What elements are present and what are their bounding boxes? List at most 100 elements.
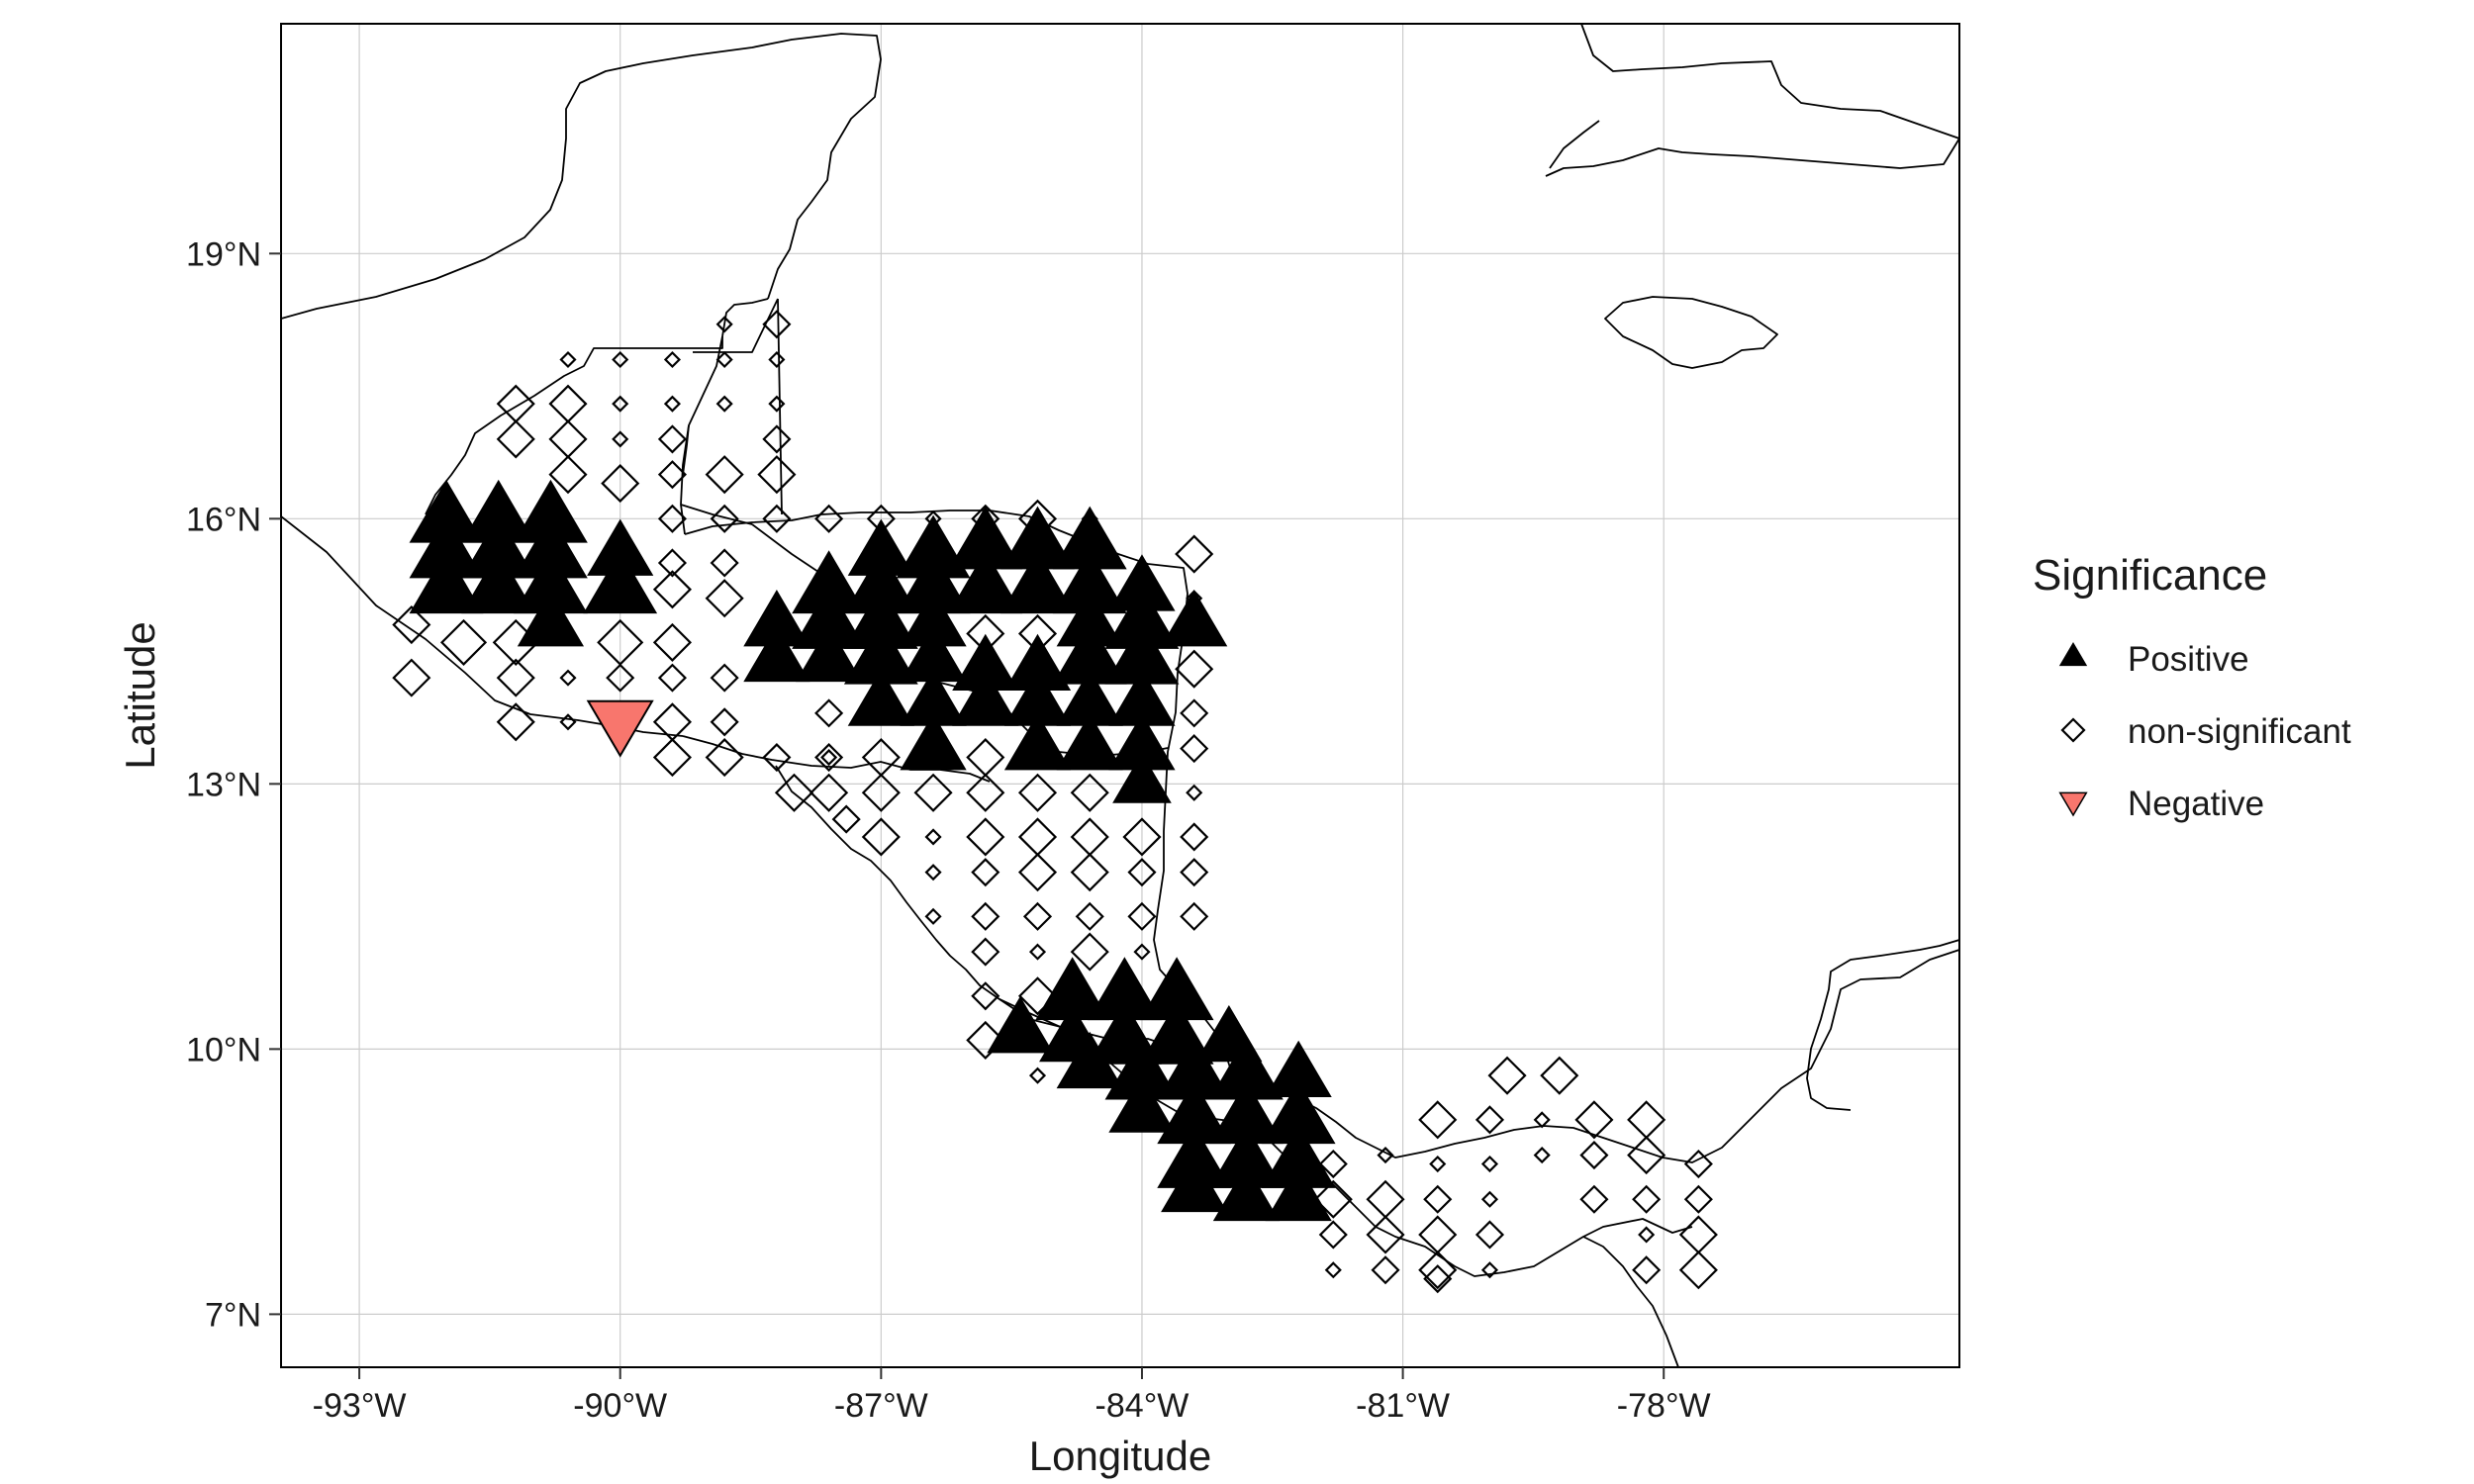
nonsignificant-marker [809, 773, 849, 812]
nonsignificant-marker [768, 395, 786, 413]
y-tick-label: 7°N [205, 1296, 261, 1334]
legend-title: Significance [2033, 551, 2267, 600]
nonsignificant-marker [559, 350, 577, 369]
grid-lines [281, 24, 1959, 1367]
nonsignificant-marker [1638, 1226, 1656, 1244]
nonsignificant-marker [757, 455, 797, 495]
nonsignificant-marker [1017, 773, 1058, 812]
nonsignificant-marker [496, 419, 535, 459]
nonsignificant-marker [663, 395, 681, 413]
nonsignificant-marker [710, 707, 739, 737]
positive-marker [517, 590, 585, 647]
legend-key-nonsignificant [2060, 717, 2086, 743]
nonsignificant-marker [1127, 901, 1157, 931]
nonsignificant-marker [762, 310, 792, 339]
nonsignificant-marker [1180, 698, 1209, 728]
nonsignificant-marker [606, 663, 635, 693]
positive-marker [1212, 1163, 1281, 1222]
x-axis: -93°W -90°W -87°W -84°W -81°W -78°W [313, 1367, 1711, 1425]
nonsignificant-marker [1028, 943, 1047, 961]
nonsignificant-marker [1418, 1100, 1458, 1140]
nonsignificant-marker [612, 350, 629, 369]
nonsignificant-marker [1678, 1251, 1718, 1290]
positive-marker [952, 669, 1019, 726]
nonsignificant-marker [1180, 734, 1209, 764]
legend-label-negative: Negative [2128, 785, 2264, 823]
nonsignificant-marker [971, 858, 1000, 887]
nonsignificant-marker [774, 773, 814, 812]
x-tick-label: -90°W [573, 1387, 667, 1425]
nonsignificant-marker [710, 504, 739, 533]
nonsignificant-marker [861, 817, 901, 857]
nonsignificant-marker [1683, 1149, 1713, 1179]
positive-marker [987, 996, 1054, 1054]
nonsignificant-marker [1377, 1147, 1394, 1164]
nonsignificant-marker [1540, 1056, 1579, 1095]
nonsignificant-marker [439, 618, 488, 666]
nonsignificant-marker [657, 460, 687, 490]
nonsignificant-marker [559, 669, 577, 687]
x-tick-label: -81°W [1356, 1387, 1450, 1425]
nonsignificant-marker [1480, 1261, 1499, 1279]
y-axis-title: Latitude [117, 621, 163, 769]
nonsignificant-marker [496, 702, 535, 742]
positive-marker [796, 624, 863, 683]
nonsignificant-marker [1632, 1255, 1662, 1285]
nonsignificant-marker [1017, 853, 1058, 892]
nonsignificant-marker [1475, 1220, 1505, 1250]
pacific-guatemala-coast [682, 735, 991, 783]
nonsignificant-marker [971, 937, 1000, 967]
positive-marker [1056, 1031, 1123, 1089]
y-tick-label: 16°N [186, 501, 261, 538]
nonsignificant-marker [1022, 901, 1053, 931]
nonsignificant-marker [924, 864, 942, 881]
jamaica-coast [1604, 296, 1778, 369]
nonsignificant-marker [612, 395, 629, 413]
nonsignificant-marker [966, 1020, 1005, 1060]
positive-marker [1265, 1163, 1332, 1222]
nonsignificant-marker [1579, 1141, 1609, 1170]
nonsignificant-marker [971, 901, 1000, 931]
nonsignificant-marker [1075, 901, 1104, 931]
nonsignificant-marker [1318, 1220, 1348, 1250]
legend-key-negative [2058, 791, 2088, 817]
plot-panel [281, 24, 1959, 1367]
nonsignificant-marker [971, 981, 1000, 1011]
nonsignificant-marker [548, 455, 588, 495]
colombia-coast [1806, 939, 1959, 1111]
panel-border [280, 23, 1960, 1368]
nonsignificant-marker [663, 350, 681, 369]
nonsignificant-marker [715, 395, 733, 413]
nonsignificant-marker [392, 604, 431, 645]
nonsignificant-marker [1423, 1264, 1453, 1294]
nonsignificant-marker [966, 773, 1005, 812]
cuba-coast [1545, 24, 1959, 177]
nonsignificant-marker [559, 713, 577, 731]
positive-marker [1161, 1155, 1228, 1213]
nonsignificant-marker [1324, 1261, 1342, 1279]
nonsignificant-marker [762, 504, 792, 533]
nonsignificant-marker [1070, 773, 1109, 812]
legend-label-nonsignificant: non-significant [2128, 712, 2351, 751]
nonsignificant-marker [715, 350, 733, 369]
nonsignificant-marker [1423, 1184, 1453, 1214]
positive-marker [1000, 550, 1075, 614]
nonsignificant-marker [1429, 1155, 1447, 1173]
positive-marker [583, 550, 658, 614]
nonsignificant-marker [924, 828, 942, 846]
legend-keys [2058, 642, 2088, 817]
nonsignificant-marker [1475, 1105, 1505, 1135]
y-tick-label: 19°N [186, 235, 261, 273]
positive-marker [847, 669, 914, 726]
y-axis: 7°N 10°N 13°N 16°N 19°N [186, 235, 281, 1334]
nonsignificant-marker [924, 907, 942, 925]
nonsignificant-marker [1533, 1111, 1551, 1129]
nonsignificant-marker [831, 804, 861, 834]
nonsignificant-marker [1175, 534, 1214, 574]
nonsignificant-marker [1371, 1255, 1400, 1285]
positive-marker [409, 550, 484, 614]
nonsignificant-marker [710, 548, 739, 578]
nonsignificant-marker [1683, 1184, 1713, 1214]
nonsignificant-marker [1180, 858, 1209, 887]
